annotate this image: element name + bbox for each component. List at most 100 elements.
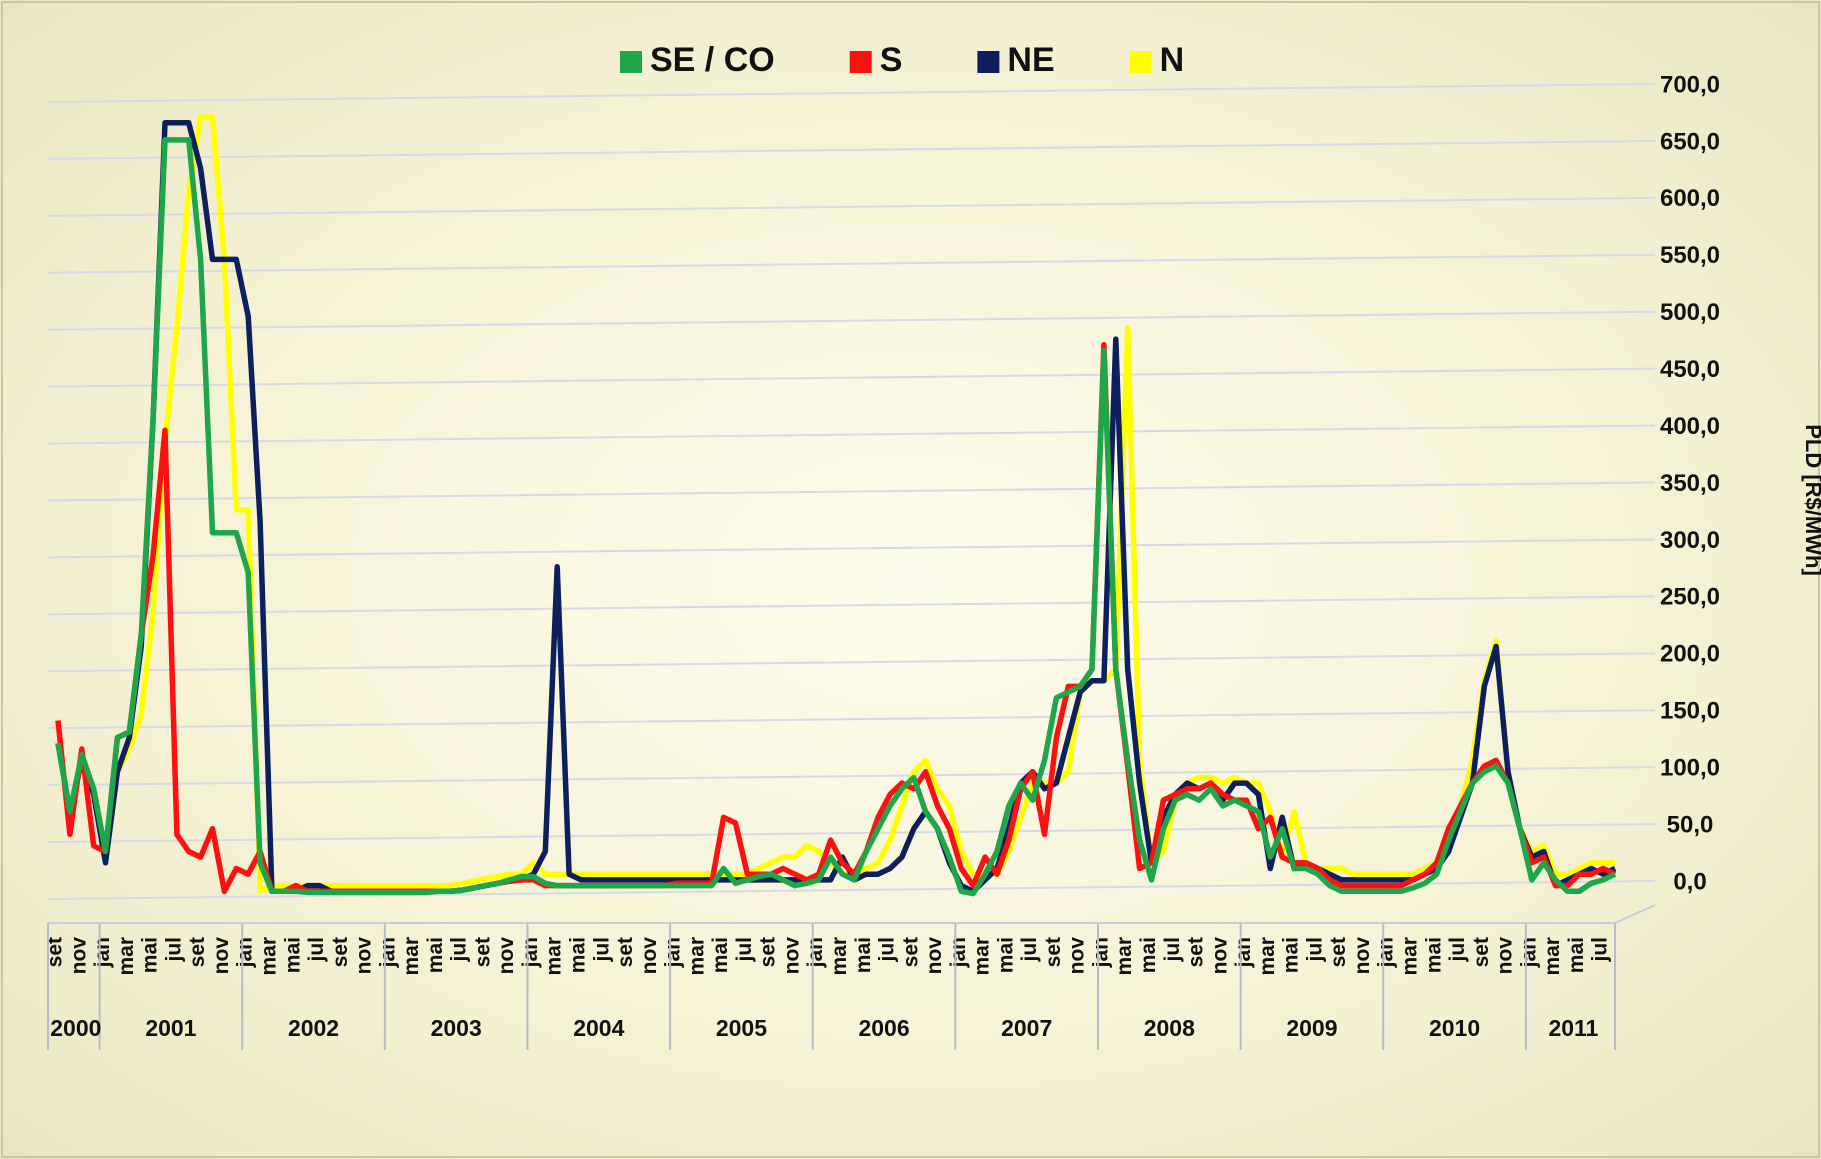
y-tick-label: 50,0 [1667, 811, 1714, 838]
y-tick-label: 300,0 [1660, 527, 1720, 554]
x-tick-label: mar [257, 937, 280, 976]
x-tick-label: jul [448, 937, 471, 963]
x-tick-label: mar [971, 937, 994, 976]
x-tick-label: jul [1161, 937, 1184, 963]
x-tick-label: set [1042, 937, 1065, 967]
x-tick-label: nov [780, 937, 803, 975]
y-tick-label: 600,0 [1660, 185, 1720, 212]
y-tick-label: 550,0 [1660, 242, 1720, 269]
year-label: 2009 [1286, 1015, 1337, 1041]
x-tick-label: jul [590, 937, 613, 963]
legend-swatch [620, 51, 642, 73]
year-label: 2008 [1144, 1015, 1195, 1041]
legend-label: SE / CO [650, 41, 775, 79]
series-line [55, 137, 1617, 897]
legend-swatch [1129, 51, 1152, 73]
year-label: 2006 [858, 1015, 909, 1041]
x-tick-label: nov [210, 937, 233, 975]
grid-line [47, 538, 1656, 559]
x-tick-label: jan [234, 937, 257, 968]
grid-line [47, 652, 1656, 673]
x-tick-label: set [614, 937, 637, 967]
x-tick-label: jan [1375, 937, 1398, 968]
grid-line [47, 424, 1656, 445]
x-tick-label: mar [685, 937, 708, 976]
grid-line [47, 83, 1656, 103]
x-tick-label: mai [567, 937, 590, 973]
year-label: 2000 [50, 1015, 101, 1041]
x-tick-label: mai [709, 937, 732, 973]
x-tick-label: mai [852, 937, 875, 973]
x-tick-label: mar [115, 937, 138, 976]
x-tick-label: set [471, 937, 494, 967]
x-tick-label: set [329, 937, 352, 967]
year-label: 2003 [431, 1015, 482, 1041]
x-tick-label: nov [353, 937, 376, 975]
legend-label: S [880, 41, 903, 79]
x-tick-label: jan [662, 937, 685, 968]
y-tick-label: 200,0 [1660, 641, 1720, 668]
x-tick-label: set [1185, 937, 1208, 967]
x-tick-label: mar [1256, 937, 1279, 976]
x-tick-label: nov [1066, 937, 1089, 975]
x-tick-label: jan [1232, 937, 1255, 968]
year-label: 2001 [145, 1015, 196, 1041]
year-label: 2011 [1548, 1015, 1598, 1041]
legend-label: NE [1007, 41, 1054, 79]
year-label: 2010 [1429, 1015, 1480, 1041]
x-tick-label: jul [162, 937, 185, 963]
x-tick-label: mar [1541, 937, 1564, 976]
x-tick-label: nov [67, 937, 90, 975]
x-tick-label: jul [1446, 937, 1469, 963]
grid-line [47, 139, 1656, 160]
year-label: 2007 [1001, 1015, 1052, 1041]
x-tick-label: jul [1303, 937, 1326, 963]
x-tick-label: mai [1280, 937, 1303, 973]
legend-label: N [1160, 41, 1185, 79]
x-tick-label: jan [376, 937, 399, 968]
x-tick-label: mai [139, 937, 162, 973]
x-tick-label: jul [876, 937, 899, 963]
x-tick-label: set [1327, 937, 1350, 967]
x-tick-label: mai [424, 937, 447, 973]
y-tick-label: 700,0 [1660, 71, 1720, 98]
x-tick-label: nov [923, 937, 946, 975]
x-tick-label: jan [519, 937, 542, 968]
y-tick-label: 450,0 [1660, 356, 1720, 383]
x-tick-label: mai [281, 937, 304, 973]
x-tick-label: mar [1113, 937, 1136, 976]
y-tick-label: 100,0 [1660, 754, 1720, 781]
x-tick-label: set [899, 937, 922, 967]
x-tick-label: nov [638, 937, 661, 975]
legend-swatch [977, 51, 1000, 73]
grid-line [47, 595, 1656, 616]
x-tick-label: jul [305, 937, 328, 963]
x-tick-label: mai [1565, 937, 1588, 973]
x-tick-label: nov [1208, 937, 1231, 975]
grid-line [47, 481, 1656, 502]
x-tick-label: jul [733, 937, 756, 963]
legend-swatch [849, 51, 872, 73]
x-tick-label: mar [1398, 937, 1421, 976]
y-tick-label: 500,0 [1660, 299, 1720, 326]
x-tick-label: jan [1517, 937, 1540, 968]
y-tick-label: 400,0 [1660, 413, 1720, 440]
x-tick-label: set [1470, 937, 1493, 967]
x-tick-label: mar [828, 937, 851, 976]
grid-line [47, 367, 1656, 388]
grid-line [47, 253, 1656, 274]
x-tick-label: jan [947, 937, 970, 968]
grid-line [47, 709, 1656, 730]
x-tick-label: nov [1494, 937, 1517, 975]
x-tick-label: mai [1422, 937, 1445, 973]
x-tick-label: nov [495, 937, 518, 975]
grid-line [47, 766, 1656, 787]
x-tick-label: mar [400, 937, 423, 976]
x-tick-label: set [757, 937, 780, 967]
grid-line [47, 196, 1656, 217]
series-line [55, 114, 1615, 895]
x-tick-label: jan [1089, 937, 1112, 968]
x-tick-label: jan [804, 937, 827, 968]
